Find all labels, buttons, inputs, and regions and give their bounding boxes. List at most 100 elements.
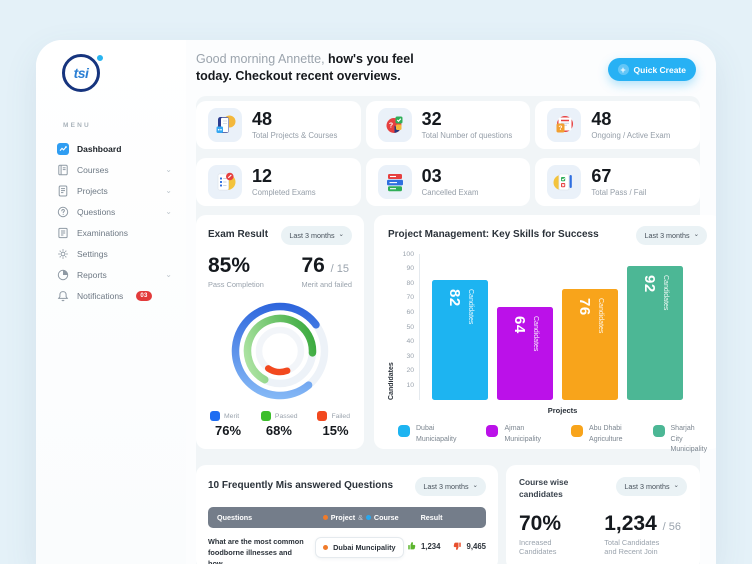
chevron-down-icon[interactable]: ⌄ [165,206,172,216]
logo-dot-icon [96,54,104,62]
project-management-card: Project Management: Key Skills for Succe… [374,215,716,453]
question-circle-icon [56,205,69,218]
sidebar-item-reports[interactable]: Reports ⌄ [36,264,186,285]
chevron-down-icon: ⌄ [673,482,679,490]
thumbs-down-icon [454,542,462,550]
bar-legend-item: Abu Dhabi Agriculture [571,424,623,456]
legend-label: Merit [224,412,240,420]
questions-filter-dropdown[interactable]: Last 3 months ⌄ [415,477,486,496]
stat-value: 32 [421,109,442,129]
stat-label: Total Projects & Courses [252,131,338,140]
stat-card-active-exam: ? 48 Ongoing / Active Exam [535,101,701,149]
svg-text:?: ? [559,125,563,132]
donut-ring-failed [255,326,305,376]
quick-create-button[interactable]: + Quick Create [607,58,696,81]
sidebar-item-courses[interactable]: Courses ⌄ [36,159,186,180]
question-result: 1,234 9,465 [407,537,486,551]
donut-ring-merit [231,302,329,400]
legend-label: Failed [331,412,350,420]
stat-label: Ongoing / Active Exam [591,131,671,140]
course-wise-title: Course wise candidates [519,477,569,499]
main-content: Good morning Annette, how's you feel tod… [186,40,716,564]
bar-legend-item: Sharjah City Municipality [652,424,708,456]
column-result: Result [420,513,443,522]
pie-report-icon [56,268,69,281]
column-ampersand: & [358,513,363,522]
exam-result-filter-dropdown[interactable]: Last 3 months ⌄ [281,226,352,245]
legend-swatch [317,411,328,421]
legend-swatch [652,425,665,437]
bar-3: 92 Candidates [627,265,683,400]
bar-value-label: 92 Candidates [641,274,669,311]
y-tick: 60 [406,308,414,316]
legend-swatch [210,411,220,421]
sidebar-item-notifications[interactable]: Notifications 03 [36,285,186,306]
question-text: What are the most common foodborne illne… [208,537,304,564]
bar-1: 64 Candidates [497,306,553,400]
total-candidates-suffix: / 56 [662,520,681,533]
legend-label: Dubai Municiapality [416,425,457,443]
exam-legend-item: Passed 68% [260,411,298,438]
legend-value: 15% [322,423,349,438]
legend-label: Passed [274,412,298,420]
sidebar-item-label: Settings [77,248,108,259]
stat-label: Total Pass / Fail [591,188,647,197]
menu-section-label: MENU [63,122,91,129]
bar-value-label: 76 Candidates [576,298,604,334]
increased-candidates-label: Increased Candidates [519,537,557,556]
project-chart-filter-dropdown[interactable]: Last 3 months ⌄ [636,226,708,245]
y-tick: 70 [406,294,414,302]
course-wise-filter-dropdown[interactable]: Last 3 months ⌄ [616,477,687,496]
tsi-logo: tsi [62,54,104,96]
charts-row: Exam Result Last 3 months ⌄ 85% Pass Com… [196,215,716,453]
sidebar-item-dashboard[interactable]: Dashboard [36,138,186,159]
merit-failed-stat: 76 / 15 Merit and failed [301,255,352,289]
sidebar: tsi MENU Dashboard Courses ⌄ Projects ⌄ … [36,40,186,564]
stat-label: Cancelled Exam [421,188,479,197]
greeting-line2: today. Checkout recent overviews. [196,69,401,83]
sidebar-item-label: Courses [77,164,109,175]
donut-ring-passed [243,314,317,388]
sidebar-item-label: Notifications [77,290,124,301]
y-tick: 80 [406,279,414,287]
legend-value: 68% [265,423,292,438]
column-project: Project [330,513,356,522]
chevron-down-icon[interactable]: ⌄ [165,164,172,174]
notification-count-badge: 03 [136,290,152,301]
stat-label: Total Number of questions [421,131,513,140]
active-exam-icon: ? [547,108,582,142]
y-tick: 100 [402,250,414,258]
cancelled-exam-icon [377,165,412,199]
chevron-down-icon[interactable]: ⌄ [165,269,172,279]
sidebar-item-settings[interactable]: Settings [36,243,186,264]
chevron-down-icon[interactable]: ⌄ [165,185,172,195]
bell-icon [56,289,69,302]
bar-legend: Dubai Municiapality Ajman Municipality Abu D… [388,424,707,456]
chevron-down-icon: ⌄ [472,482,478,490]
sidebar-item-examinations[interactable]: Examinations [36,222,186,243]
sidebar-item-projects[interactable]: Projects ⌄ [36,180,186,201]
bottom-row: 10 Frequently Mis answered Questions Las… [196,465,700,564]
stat-value: 48 [252,109,273,129]
thumbs-up-count: 1,234 [407,541,440,551]
greeting: Good morning Annette, how's you feel tod… [196,51,416,85]
legend-label: Abu Dhabi Agriculture [589,425,623,443]
misanswered-questions-card: 10 Frequently Mis answered Questions Las… [196,465,498,564]
project-select[interactable]: Dubai Muncipality [315,537,404,558]
questions-card-title: 10 Frequently Mis answered Questions [208,480,394,491]
project-chart-title: Project Management: Key Skills for Succe… [388,229,599,240]
legend-label: Sharjah City Municipality [670,425,708,453]
y-axis-label: Candidates [388,362,395,400]
gear-icon [56,247,69,260]
chevron-down-icon: ⌄ [338,231,344,239]
stats-row-1: 48 Total Projects & Courses ? 32 Total Num… [196,101,701,149]
chevron-down-icon: ⌄ [693,231,700,239]
course-wise-candidates-card: Course wise candidates Last 3 months ⌄ 7… [506,465,700,564]
pass-completion-stat: 85% Pass Completion [208,255,264,289]
greeting-bold: how's you feel [328,52,414,66]
stat-value: 03 [421,166,442,186]
bar-0: 82 Candidates [432,280,488,400]
dashboard-scroll-area[interactable]: 48 Total Projects & Courses ? 32 Total Num… [196,96,716,564]
sidebar-item-questions[interactable]: Questions ⌄ [36,201,186,222]
project-select-value: Dubai Muncipality [333,543,396,552]
